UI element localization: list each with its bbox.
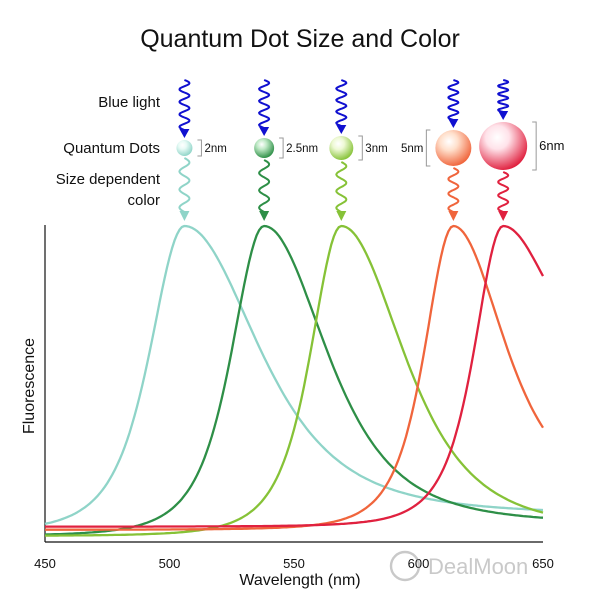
emission-arrow-icon bbox=[448, 211, 459, 221]
size-bracket-1 bbox=[197, 139, 202, 157]
size-bracket-5 bbox=[532, 121, 537, 171]
blue-light-arrow-icon bbox=[448, 119, 459, 128]
quantum-dot-sphere-4 bbox=[435, 130, 472, 166]
blue-light-wave-3 bbox=[335, 79, 348, 127]
x-tick-label-550: 550 bbox=[283, 556, 305, 571]
y-axis-title: Fluorescence bbox=[21, 338, 38, 434]
fluorescence-curves bbox=[44, 224, 545, 537]
dot-size-label-4: 5nm bbox=[401, 143, 423, 155]
x-tick-label-500: 500 bbox=[159, 556, 181, 571]
emission-arrow-icon bbox=[498, 211, 509, 221]
x-tick-label-600: 600 bbox=[408, 556, 430, 571]
x-ticks: 450 500 550 600 650 bbox=[34, 556, 554, 571]
watermark: DealMoon bbox=[389, 550, 528, 582]
quantum-dots-label: Quantum Dots bbox=[63, 140, 160, 157]
emission-wave-2 bbox=[258, 159, 271, 213]
emission-curve-1 bbox=[44, 224, 544, 526]
quantum-dot-sphere-5 bbox=[479, 122, 528, 170]
emission-curve-3 bbox=[45, 224, 544, 537]
quantum-dot-group-4: 5nm bbox=[401, 79, 472, 221]
watermark-text: DealMoon bbox=[428, 554, 528, 579]
dot-size-label-5: 6nm bbox=[539, 138, 564, 153]
quantum-dot-sphere-3 bbox=[329, 136, 354, 160]
size-bracket-3 bbox=[358, 135, 363, 161]
size-bracket-2 bbox=[279, 137, 284, 159]
watermark-logo-icon bbox=[389, 550, 421, 582]
dot-size-label-2: 2.5nm bbox=[286, 143, 318, 155]
blue-light-arrow-icon bbox=[336, 125, 347, 134]
quantum-dot-group-3: 3nm bbox=[329, 79, 388, 221]
blue-light-arrow-icon bbox=[498, 111, 509, 120]
emission-curve-5 bbox=[45, 224, 545, 528]
emission-wave-1 bbox=[178, 157, 191, 213]
emission-curve-2 bbox=[44, 224, 544, 536]
x-tick-label-450: 450 bbox=[34, 556, 56, 571]
size-dependent-label-line-2: color bbox=[127, 192, 160, 209]
x-tick-label-650: 650 bbox=[532, 556, 554, 571]
quantum-dot-row: 2nm 2.5nm 3nm 5nm 6nm bbox=[176, 79, 564, 221]
blue-light-wave-4 bbox=[447, 79, 460, 121]
quantum-dot-group-5: 6nm bbox=[479, 79, 564, 221]
size-bracket-4 bbox=[425, 129, 431, 167]
blue-light-arrow-icon bbox=[259, 127, 270, 136]
blue-light-arrow-icon bbox=[179, 129, 190, 138]
blue-light-label: Blue light bbox=[98, 94, 161, 111]
blue-light-wave-1 bbox=[178, 79, 191, 131]
x-axis-title: Wavelength (nm) bbox=[239, 572, 360, 589]
emission-wave-5 bbox=[497, 171, 510, 213]
size-dependent-label-line-1: Size dependent bbox=[56, 171, 161, 188]
emission-arrow-icon bbox=[336, 211, 347, 221]
emission-arrow-icon bbox=[179, 211, 190, 221]
emission-wave-3 bbox=[335, 161, 348, 213]
emission-wave-4 bbox=[447, 167, 460, 213]
emission-curve-4 bbox=[45, 224, 544, 531]
quantum-dot-sphere-1 bbox=[176, 140, 193, 156]
quantum-dot-group-1: 2nm bbox=[176, 79, 227, 221]
diagram-title: Quantum Dot Size and Color bbox=[140, 25, 460, 53]
blue-light-wave-5 bbox=[497, 79, 510, 113]
emission-arrow-icon bbox=[259, 211, 270, 221]
dot-size-label-3: 3nm bbox=[365, 143, 387, 155]
dot-size-label-1: 2nm bbox=[204, 143, 226, 155]
quantum-dot-sphere-2 bbox=[254, 138, 275, 158]
quantum-dot-group-2: 2.5nm bbox=[254, 79, 318, 221]
blue-light-wave-2 bbox=[257, 79, 271, 129]
